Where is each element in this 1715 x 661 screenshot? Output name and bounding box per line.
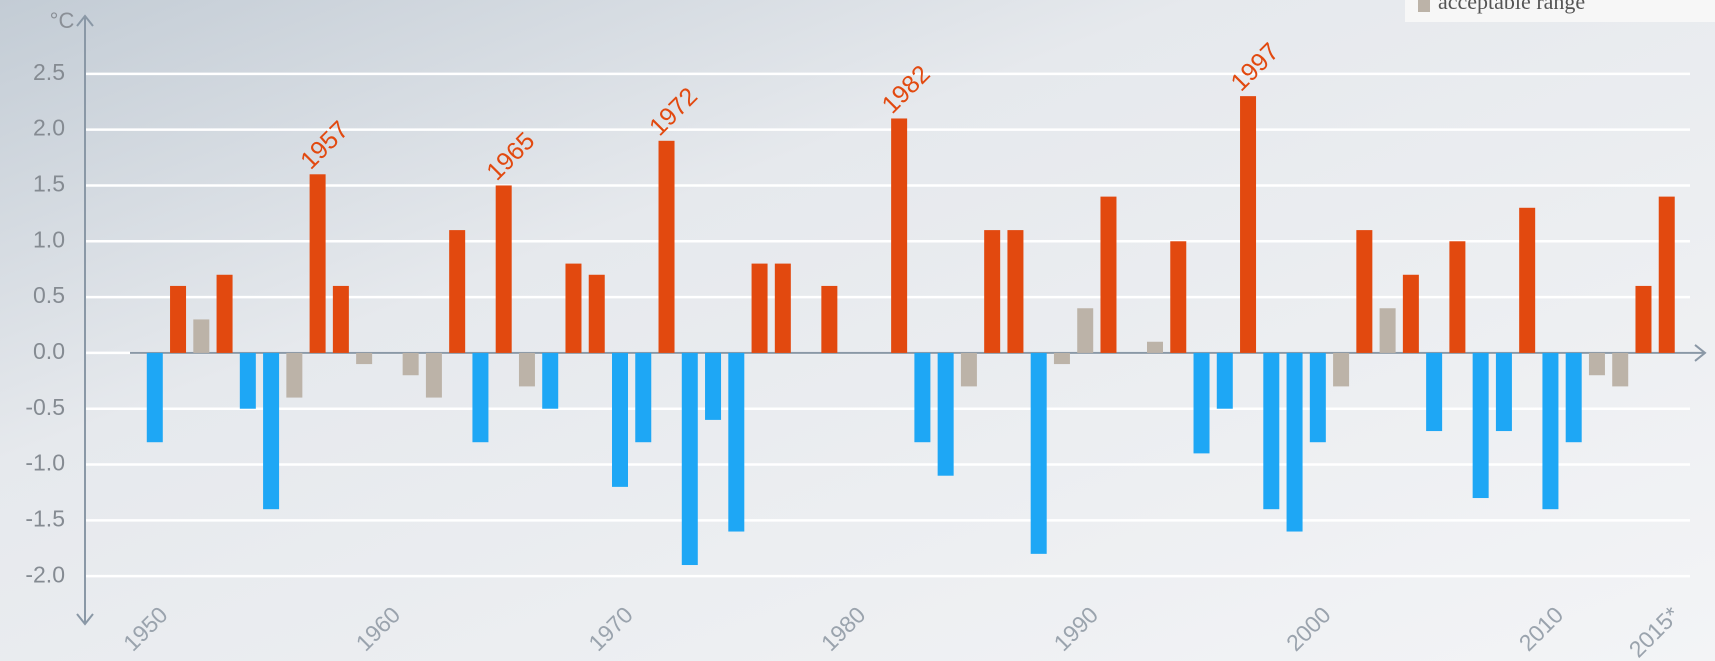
bar <box>1356 230 1373 353</box>
bar <box>239 352 256 409</box>
bar <box>1472 352 1489 499</box>
bar <box>495 185 512 353</box>
bar <box>937 352 954 476</box>
bar <box>914 352 931 443</box>
bar <box>1263 352 1280 510</box>
y-tick-label: 1.0 <box>33 226 65 252</box>
bar <box>1170 241 1187 353</box>
bar <box>146 352 163 443</box>
bar <box>1519 207 1536 353</box>
bar <box>1565 352 1582 443</box>
bar <box>518 352 535 387</box>
legend-swatch <box>1418 0 1430 12</box>
bar <box>1658 196 1675 353</box>
bar <box>193 319 210 353</box>
y-tick-label: -1.0 <box>25 450 65 476</box>
bar <box>821 285 838 353</box>
bar <box>960 352 977 387</box>
y-tick-label: -2.0 <box>25 561 65 587</box>
bar <box>705 352 722 420</box>
bar <box>332 285 349 353</box>
bar <box>542 352 559 409</box>
bar <box>1542 352 1559 510</box>
bar <box>588 274 605 353</box>
bar <box>1426 352 1443 432</box>
bar <box>1193 352 1210 454</box>
bar <box>891 118 908 353</box>
bar <box>1007 230 1024 353</box>
bar <box>356 352 373 365</box>
bar <box>1216 352 1233 409</box>
y-axis-label: °C <box>50 8 75 33</box>
bar <box>728 352 745 532</box>
bar <box>1612 352 1629 387</box>
bar <box>1402 274 1419 353</box>
bar <box>1588 352 1605 376</box>
x-axis-arrow <box>1694 344 1707 362</box>
y-tick-label: 2.5 <box>33 59 65 85</box>
bar <box>1449 241 1466 353</box>
bar <box>402 352 419 376</box>
bar <box>170 285 187 353</box>
bar <box>774 263 791 353</box>
bar <box>751 263 768 353</box>
y-tick-label: -1.5 <box>25 505 65 531</box>
y-tick-label: 0.0 <box>33 338 65 364</box>
bar <box>263 352 280 510</box>
bar <box>1379 308 1396 353</box>
bar <box>1635 285 1652 353</box>
bar <box>425 352 442 398</box>
bar <box>1030 352 1047 554</box>
bar <box>984 230 1001 353</box>
y-axis-arrow <box>76 613 94 626</box>
bar <box>681 352 698 566</box>
bar <box>472 352 489 443</box>
bar <box>1100 196 1117 353</box>
bar <box>1147 341 1163 353</box>
legend-box <box>1405 0 1715 22</box>
bar <box>658 140 675 353</box>
y-tick-label: 1.5 <box>33 171 65 197</box>
y-tick-label: -0.5 <box>25 394 65 420</box>
bar <box>309 174 326 353</box>
bar <box>1240 96 1257 353</box>
y-tick-label: 0.5 <box>33 282 65 308</box>
bar <box>565 263 582 353</box>
bar <box>1333 352 1350 387</box>
bar <box>449 230 466 353</box>
y-tick-label: 2.0 <box>33 115 65 141</box>
bar <box>286 352 303 398</box>
y-axis-arrow <box>76 14 94 27</box>
bar <box>1495 352 1512 432</box>
bar <box>216 274 233 353</box>
bar <box>635 352 652 443</box>
bar <box>612 352 628 487</box>
bar <box>1286 352 1303 532</box>
bar <box>1077 308 1094 353</box>
legend-note: acceptable range <box>1438 0 1585 14</box>
bar <box>1309 352 1326 443</box>
bar <box>1053 352 1070 365</box>
